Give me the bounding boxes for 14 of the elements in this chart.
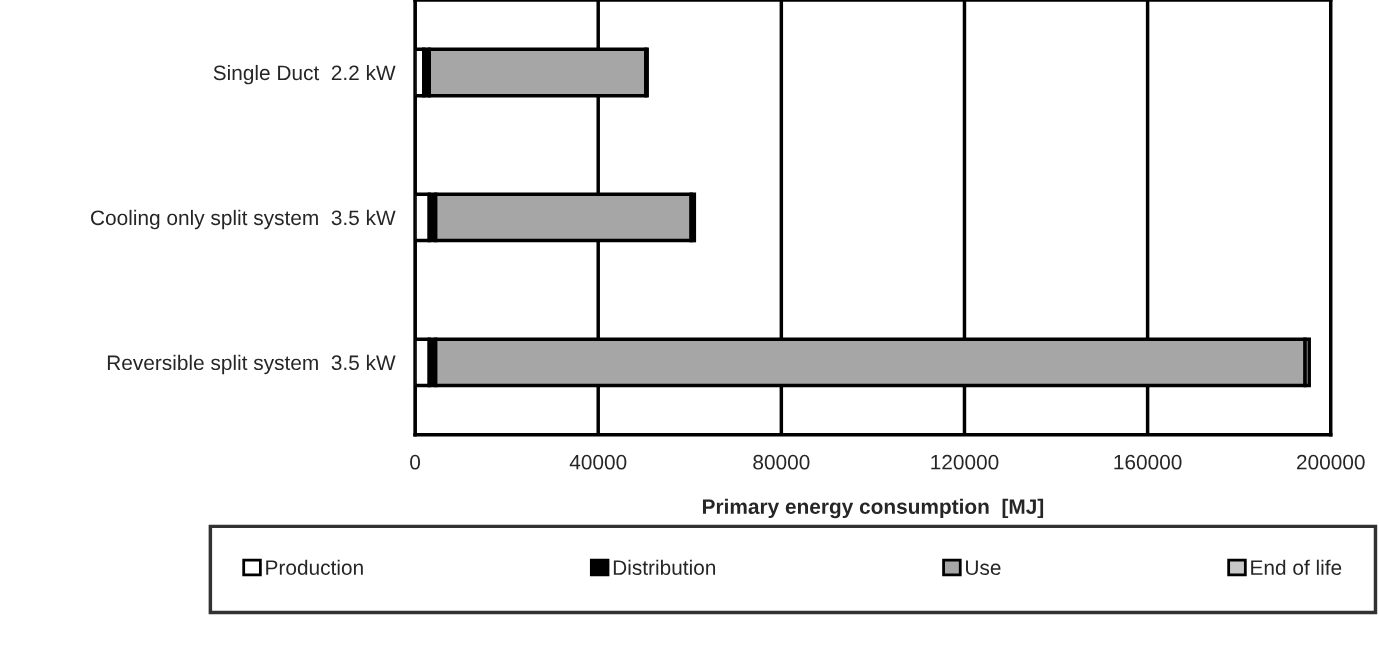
x-tick-label: 120000 [931,454,999,470]
y-tick-label: Single Duct 2.2 kW [213,64,396,85]
y-tick-label: Cooling only split system 3.5 kW [91,209,396,230]
legend-label: Use [966,560,1001,576]
x-tick-label: 160000 [1114,454,1182,470]
x-axis-title: Primary energy consumption [MJ] [702,498,1044,519]
x-tick-label: 40000 [569,454,627,470]
y-tick-label: Reversible split system 3.5 kW [107,354,396,375]
legend-label: Distribution [613,559,716,576]
x-tick-label: 80000 [753,454,810,470]
x-tick-label: 200000 [1297,454,1365,470]
x-tick-label: 0 [410,454,421,470]
legend-label: Production [266,559,363,576]
legend-label: End of life [1251,559,1342,576]
